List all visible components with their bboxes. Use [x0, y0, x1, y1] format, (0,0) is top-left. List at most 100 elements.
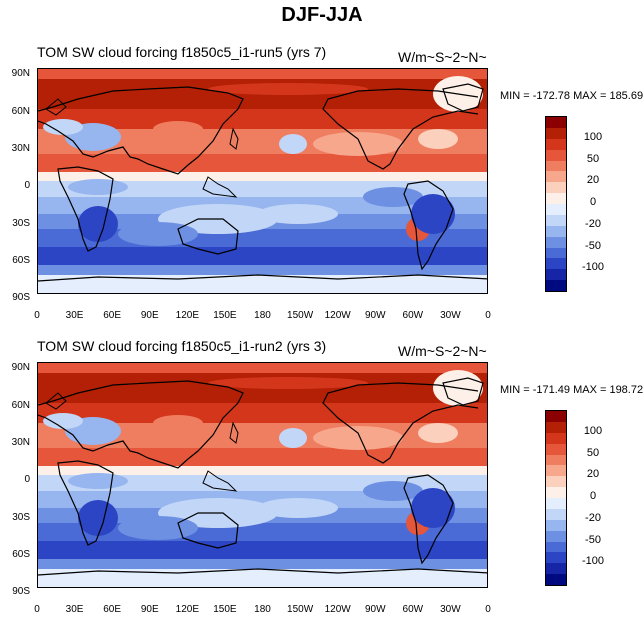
colorbar-tick-label: 50 — [586, 446, 600, 459]
colorbar-cell — [546, 214, 566, 226]
colorbar-cell — [546, 454, 566, 466]
figure-title: DJF-JJA — [281, 4, 363, 26]
panel-title-units: W/m~S~2~N~ — [398, 49, 487, 65]
lat-label-eq: 0 — [24, 474, 30, 485]
lat-label-30s: 30S — [12, 218, 30, 229]
colorbar-tick-label: -20 — [585, 511, 601, 524]
lon-label: 60E — [103, 604, 122, 615]
colorbar-cell — [546, 552, 566, 564]
colorbar-tick-label: 0 — [589, 490, 597, 502]
colorbar-cell — [546, 411, 566, 422]
colorbar-tick-label: 20 — [586, 468, 600, 481]
cloud-forcing-map — [38, 363, 487, 587]
lat-label-90s: 90S — [12, 586, 30, 597]
lat-label-30n: 30N — [11, 143, 30, 154]
colorbar-cell — [546, 280, 566, 291]
panel-title-left: TOM SW cloud forcing f1850c5_i1-run2 (yr… — [37, 338, 327, 354]
colorbar-cell — [546, 574, 566, 585]
colorbar-cell — [546, 225, 566, 237]
colorbar-cell — [546, 421, 566, 433]
map-plot — [37, 68, 488, 294]
colorbar-cell — [546, 508, 566, 520]
colorbar-tick-label: 50 — [586, 152, 600, 165]
colorbar-cell — [546, 563, 566, 575]
colorbar-cell — [546, 432, 566, 444]
lat-label-60s: 60S — [12, 549, 30, 560]
lon-label: 150W — [287, 310, 314, 321]
min-value: MIN = -172.78 — [500, 90, 571, 102]
lat-label-30s: 30S — [12, 512, 30, 523]
colorbar-tick-label: -100 — [581, 555, 605, 568]
lat-label-90s: 90S — [12, 292, 30, 303]
lon-label: 30W — [440, 310, 461, 321]
colorbar-cell — [546, 443, 566, 455]
lon-label: 0 — [485, 604, 491, 615]
colorbar-cell — [546, 541, 566, 553]
lat-label-30n: 30N — [11, 437, 30, 448]
colorbar-cell — [546, 519, 566, 531]
map-panel-1: TOM SW cloud forcing f1850c5_i1-run5 (yr… — [0, 44, 644, 344]
lon-label: 120E — [175, 310, 199, 321]
lon-label: 60W — [402, 604, 424, 615]
lon-label: 0 — [34, 604, 40, 615]
colorbar-cell — [546, 204, 566, 215]
lon-label: 0 — [34, 310, 40, 321]
map-plot — [37, 362, 488, 588]
colorbar-cell — [546, 487, 566, 498]
lon-label: 180 — [254, 310, 271, 321]
colorbar — [545, 116, 567, 292]
lat-label-60n: 60N — [11, 106, 30, 117]
lon-label: 90E — [140, 604, 159, 615]
colorbar-cell — [546, 258, 566, 270]
lon-label: 30E — [65, 604, 84, 615]
cloud-forcing-map — [38, 69, 487, 293]
lon-label: 120W — [324, 310, 351, 321]
colorbar-cell — [546, 149, 566, 161]
colorbar-cell — [546, 193, 566, 204]
lon-label: 120E — [175, 604, 199, 615]
colorbar-cell — [546, 247, 566, 259]
colorbar-cell — [546, 138, 566, 150]
lat-label-60n: 60N — [11, 400, 30, 411]
lon-label: 60W — [402, 310, 424, 321]
map-panel-2: TOM SW cloud forcing f1850c5_i1-run2 (yr… — [0, 338, 644, 638]
colorbar-cell — [546, 530, 566, 542]
colorbar-tick-label: -50 — [585, 239, 601, 252]
colorbar-tick-label: 100 — [583, 424, 603, 437]
colorbar-tick-label: 100 — [583, 130, 603, 143]
colorbar-tick-label: 20 — [586, 174, 600, 187]
colorbar-cell — [546, 465, 566, 477]
lon-label: 180 — [254, 604, 271, 615]
lat-label-90n: 90N — [11, 362, 30, 373]
lon-label: 90E — [140, 310, 159, 321]
colorbar-tick-label: -100 — [581, 261, 605, 274]
lat-label-60s: 60S — [12, 255, 30, 266]
max-value: MAX = 185.69 — [573, 90, 644, 102]
colorbar-cell — [546, 476, 566, 488]
colorbar-tick-label: -50 — [585, 533, 601, 546]
min-value: MIN = -171.49 — [500, 384, 571, 396]
lon-label: 120W — [324, 604, 351, 615]
colorbar-cell — [546, 498, 566, 509]
panel-title-left: TOM SW cloud forcing f1850c5_i1-run5 (yr… — [37, 44, 327, 60]
lon-label: 150W — [287, 604, 314, 615]
lon-label: 150E — [213, 604, 237, 615]
lat-label-90n: 90N — [11, 68, 30, 79]
colorbar — [545, 410, 567, 586]
colorbar-cell — [546, 269, 566, 281]
lon-label: 90W — [364, 604, 386, 615]
colorbar-tick-label: -20 — [585, 217, 601, 230]
panel-title-units: W/m~S~2~N~ — [398, 343, 487, 359]
lon-label: 60E — [103, 310, 122, 321]
colorbar-cell — [546, 117, 566, 128]
max-value: MAX = 198.72 — [573, 384, 644, 396]
colorbar-cell — [546, 127, 566, 139]
lon-label: 150E — [213, 310, 237, 321]
colorbar-cell — [546, 160, 566, 172]
lat-label-eq: 0 — [24, 180, 30, 191]
lon-label: 30W — [440, 604, 461, 615]
lon-label: 90W — [364, 310, 386, 321]
colorbar-cell — [546, 171, 566, 183]
lon-label: 30E — [65, 310, 84, 321]
min-max-label: MIN = -172.78 MAX = 185.69 — [500, 90, 643, 102]
